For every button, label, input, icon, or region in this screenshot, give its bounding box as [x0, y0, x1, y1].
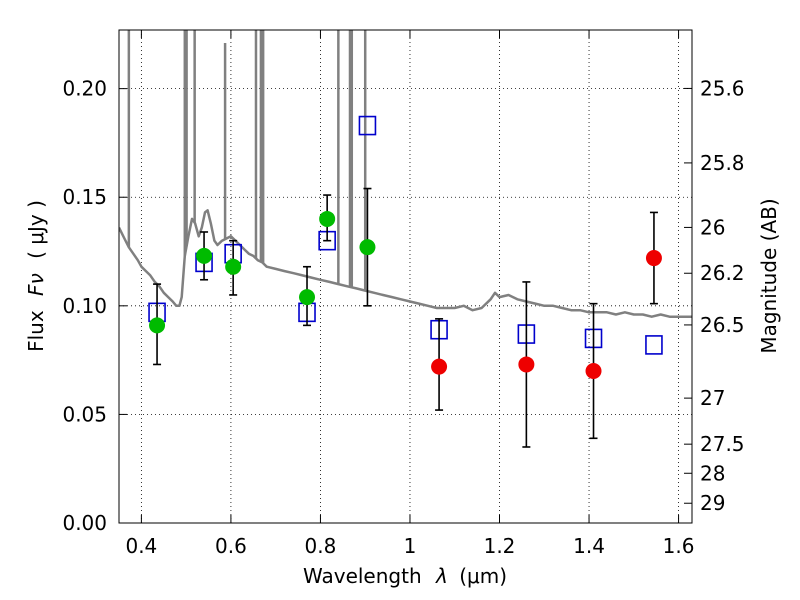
observed-point [359, 239, 376, 256]
right-tick-label: 27.5 [700, 432, 745, 456]
sed-model-line [119, 209, 692, 318]
right-tick-label: 26 [700, 215, 725, 239]
x-axis-label: Wavelength λ (μm) [303, 564, 507, 588]
x-tick-label: 1.2 [484, 534, 516, 558]
right-tick-label: 28 [700, 461, 725, 485]
model-square [645, 335, 663, 355]
right-axis-label: Magnitude (AB) [757, 198, 781, 353]
observed-point [225, 258, 242, 275]
observed-point [585, 362, 602, 379]
y-axis-label: Flux Fν ( μJy ) [24, 200, 48, 352]
right-tick-label: 25.8 [700, 151, 745, 175]
axis-ticks: 0.4 0.6 0.8 1 1.2 1.4 1.6 0.00 0.05 0.10 0.15 0.20 2… [62, 30, 745, 558]
x-tick-label: 0.6 [215, 534, 247, 558]
x-tick-label: 0.4 [125, 534, 157, 558]
right-tick-label: 26.5 [700, 313, 745, 337]
model-square [358, 115, 377, 136]
x-tick-label: 1.4 [573, 534, 605, 558]
plot-frame [118, 29, 693, 524]
y-tick-label: 0.05 [62, 402, 107, 426]
observed-point [149, 317, 166, 334]
observed-point [196, 247, 213, 264]
x-tick-label: 0.8 [305, 534, 337, 558]
y-tick-label: 0.00 [62, 511, 107, 535]
observed-point [299, 289, 316, 306]
right-tick-label: 29 [700, 491, 725, 515]
y-tick-label: 0.15 [62, 185, 107, 209]
observed-point [431, 358, 448, 375]
right-tick-label: 27 [700, 386, 725, 410]
observed-point [319, 210, 336, 227]
plot-area [119, 30, 692, 448]
observed-point [645, 250, 662, 267]
y-tick-label: 0.20 [62, 77, 107, 101]
x-tick-label: 1.6 [663, 534, 695, 558]
y-tick-label: 0.10 [62, 294, 107, 318]
right-tick-label: 26.2 [700, 261, 745, 285]
x-tick-label: 1 [404, 534, 417, 558]
observed-point [518, 356, 535, 373]
right-tick-label: 25.6 [700, 76, 745, 100]
